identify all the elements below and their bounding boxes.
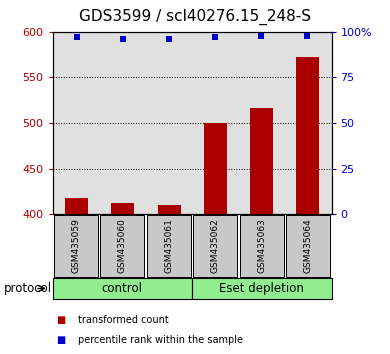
Point <box>304 33 310 38</box>
Text: ■: ■ <box>57 335 66 345</box>
Text: GDS3599 / scl40276.15_248-S: GDS3599 / scl40276.15_248-S <box>79 9 311 25</box>
Text: GSM435059: GSM435059 <box>71 218 80 274</box>
Text: GSM435064: GSM435064 <box>304 219 313 273</box>
Bar <box>204 123 227 214</box>
Text: control: control <box>102 282 143 295</box>
Text: GSM435063: GSM435063 <box>257 218 266 274</box>
Bar <box>158 205 181 214</box>
Bar <box>250 108 273 214</box>
Bar <box>66 198 89 214</box>
Text: GSM435062: GSM435062 <box>211 219 220 273</box>
Point <box>120 36 126 42</box>
Point <box>74 34 80 40</box>
Text: GSM435060: GSM435060 <box>118 218 127 274</box>
Text: transformed count: transformed count <box>78 315 169 325</box>
Text: protocol: protocol <box>4 282 52 295</box>
Bar <box>112 203 135 214</box>
Text: GSM435061: GSM435061 <box>164 218 173 274</box>
Text: Eset depletion: Eset depletion <box>219 282 304 295</box>
Text: ■: ■ <box>57 315 66 325</box>
Point <box>258 33 264 38</box>
Text: percentile rank within the sample: percentile rank within the sample <box>78 335 243 345</box>
Point <box>212 34 218 40</box>
Point <box>166 36 172 42</box>
Bar <box>296 57 319 214</box>
